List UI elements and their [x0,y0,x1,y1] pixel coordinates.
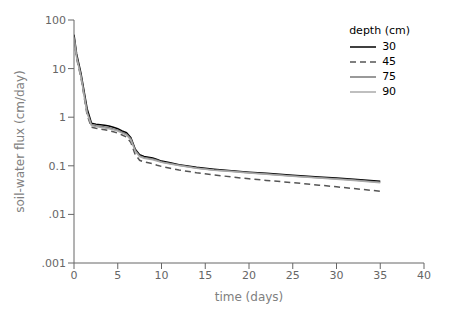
svg-text:10: 10 [52,63,66,76]
svg-text:soil-water flux (cm/day): soil-water flux (cm/day) [13,70,27,212]
svg-text:.001: .001 [42,257,67,270]
svg-text:100: 100 [45,14,66,27]
svg-text:15: 15 [198,269,212,282]
svg-text:0: 0 [71,269,78,282]
html-text:45: 45 [382,55,397,68]
html-text:75: 75 [382,70,397,83]
html-text:depth (cm): depth (cm) [349,24,410,37]
svg-text:35: 35 [373,269,387,282]
svg-text:20: 20 [242,269,256,282]
html-text:30: 30 [382,40,397,53]
svg-text:30: 30 [330,269,344,282]
svg-text:time (days): time (days) [215,290,284,304]
svg-text:10: 10 [155,269,169,282]
svg-text:25: 25 [286,269,300,282]
html-text:90: 90 [382,85,397,98]
svg-text:1: 1 [59,111,66,124]
svg-text:40: 40 [417,269,431,282]
svg-text:5: 5 [114,269,121,282]
svg-text:0.1: 0.1 [49,160,67,173]
svg-text:.01: .01 [49,208,67,221]
